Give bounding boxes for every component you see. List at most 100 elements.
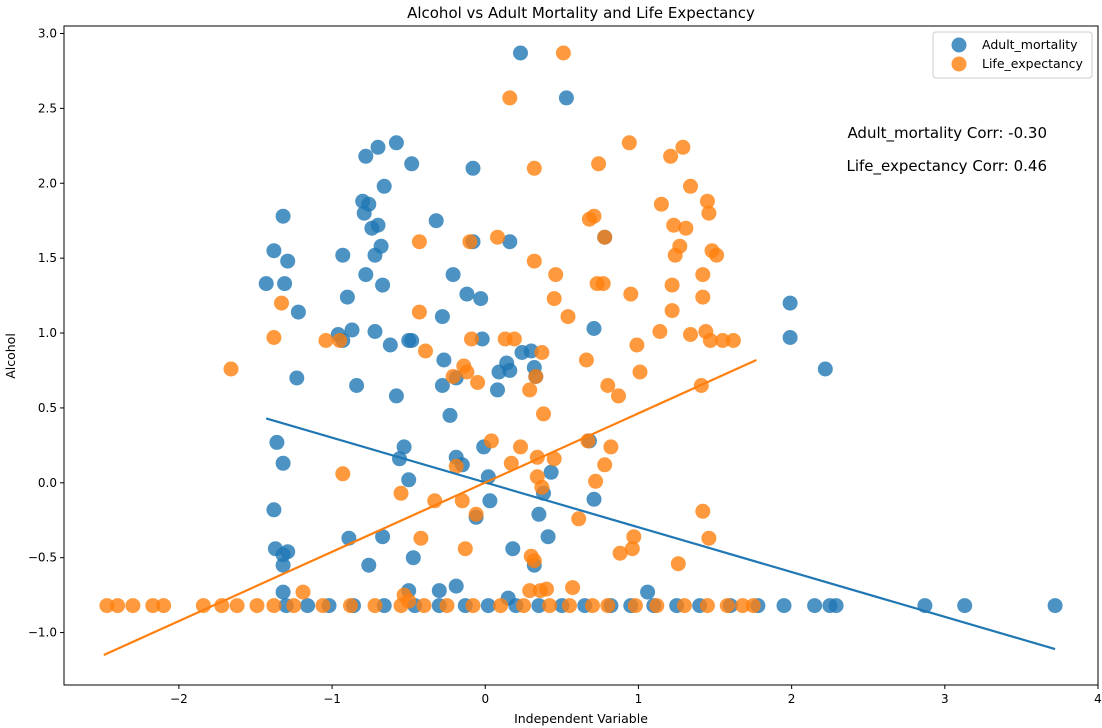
life-expectancy-point xyxy=(611,388,626,404)
adult-mortality-point xyxy=(442,407,458,423)
adult-mortality-point xyxy=(367,324,383,339)
chart-title: Alcohol vs Adult Mortality and Life Expe… xyxy=(407,4,755,22)
adult-mortality-point xyxy=(448,578,464,594)
adult-mortality-point xyxy=(382,337,398,353)
adult-mortality-point xyxy=(586,321,602,336)
life-expectancy-point xyxy=(454,493,470,509)
life-expectancy-point xyxy=(578,352,594,368)
life-expectancy-point xyxy=(468,506,484,522)
adult-mortality-point xyxy=(465,160,481,176)
life-expectancy-point xyxy=(585,598,600,614)
life-expectancy-point xyxy=(156,598,172,614)
life-expectancy-point xyxy=(536,406,551,422)
adult-mortality-point xyxy=(358,148,374,164)
adult-mortality-point xyxy=(640,584,656,600)
life-expectancy-point xyxy=(562,598,577,614)
y-tick-label: 0.0 xyxy=(38,476,57,490)
adult-mortality-corr-label: Adult_mortality Corr: -0.30 xyxy=(847,124,1047,143)
life-expectancy-point xyxy=(516,598,532,614)
life-expectancy-point xyxy=(493,598,509,614)
y-tick-label: 1.0 xyxy=(38,326,57,340)
y-tick-label: −0.5 xyxy=(28,551,57,565)
life-expectancy-point xyxy=(464,331,479,347)
life-expectancy-point xyxy=(542,598,558,614)
adult-mortality-point xyxy=(782,330,798,345)
life-expectancy-point xyxy=(548,267,564,283)
adult-mortality-point xyxy=(445,267,461,283)
adult-mortality-point xyxy=(335,247,351,263)
life-expectancy-point xyxy=(702,333,718,348)
life-expectancy-point xyxy=(664,303,680,319)
life-expectancy-point xyxy=(600,378,616,393)
y-tick-label: 2.0 xyxy=(38,176,57,190)
x-axis-label: Independent Variable xyxy=(514,711,648,726)
adult-mortality-point xyxy=(543,464,559,480)
life-expectancy-point xyxy=(145,598,161,614)
adult-mortality-point xyxy=(388,135,404,151)
life-expectancy-point xyxy=(502,90,518,106)
adult-mortality-point xyxy=(376,178,392,194)
life-expectancy-point xyxy=(416,598,432,614)
adult-mortality-point xyxy=(531,598,547,614)
adult-mortality-point xyxy=(404,156,420,172)
adult-mortality-point xyxy=(344,322,360,338)
adult-mortality-point xyxy=(405,550,421,566)
adult-mortality-point xyxy=(1047,598,1063,614)
life-expectancy-point xyxy=(534,479,550,495)
life-expectancy-point xyxy=(678,220,694,236)
life-expectancy-point xyxy=(624,541,640,557)
life-expectancy-point xyxy=(295,584,311,600)
adult-mortality-point xyxy=(428,213,444,229)
life-expectancy-point xyxy=(470,375,486,390)
adult-mortality-point xyxy=(776,598,792,614)
adult-mortality-point xyxy=(558,90,574,106)
life-expectancy-point xyxy=(110,598,126,614)
life-expectancy-point xyxy=(715,333,731,348)
life-expectancy-point xyxy=(411,234,427,250)
adult-mortality-point xyxy=(782,295,798,311)
adult-mortality-point xyxy=(388,388,404,404)
adult-mortality-point xyxy=(473,291,489,307)
life-expectancy-point xyxy=(286,598,302,614)
adult-mortality-point xyxy=(356,205,372,221)
plot-frame xyxy=(63,25,1099,686)
life-expectancy-point xyxy=(546,291,562,307)
life-expectancy-point xyxy=(603,439,619,455)
adult-mortality-point xyxy=(275,584,291,600)
life-expectancy-point xyxy=(670,556,686,572)
adult-mortality-point xyxy=(269,434,285,450)
life-expectancy-point xyxy=(266,330,282,345)
life-expectancy-point xyxy=(701,205,717,221)
life-expectancy-point xyxy=(675,139,691,155)
adult-mortality-point xyxy=(364,220,380,236)
life-expectancy-point xyxy=(413,530,429,546)
life-expectancy-corr-label: Life_expectancy Corr: 0.46 xyxy=(846,157,1047,176)
life-expectancy-point xyxy=(626,529,642,545)
y-tick-label: 3.0 xyxy=(38,26,57,40)
life-expectancy-point xyxy=(612,545,628,561)
adult-mortality-point xyxy=(434,309,450,325)
life-expectancy-point xyxy=(709,247,725,263)
y-tick-label: 2.5 xyxy=(38,101,57,115)
y-tick-label: 0.5 xyxy=(38,401,57,415)
x-tick-label: −2 xyxy=(170,692,188,706)
adult-mortality-point xyxy=(586,491,602,507)
life-expectancy-point xyxy=(560,309,576,325)
life-expectancy-point xyxy=(522,583,538,599)
adult-mortality-point xyxy=(436,352,452,368)
life-expectancy-point xyxy=(367,598,383,614)
x-axis: −2 −1 0 1 2 3 4 xyxy=(170,685,1102,706)
adult-mortality-point xyxy=(434,378,450,393)
life-expectancy-point xyxy=(725,333,741,348)
life-expectancy-point xyxy=(649,598,665,614)
life-expectancy-point xyxy=(597,229,613,245)
life-expectancy-point xyxy=(571,511,587,527)
life-expectancy-point xyxy=(459,364,475,380)
life-expectancy-point xyxy=(393,485,409,501)
adult-mortality-point xyxy=(367,247,383,263)
life-expectancy-point xyxy=(332,333,348,348)
adult-mortality-point xyxy=(361,557,377,573)
adult-mortality-point xyxy=(807,598,823,614)
life-expectancy-point xyxy=(214,598,230,614)
